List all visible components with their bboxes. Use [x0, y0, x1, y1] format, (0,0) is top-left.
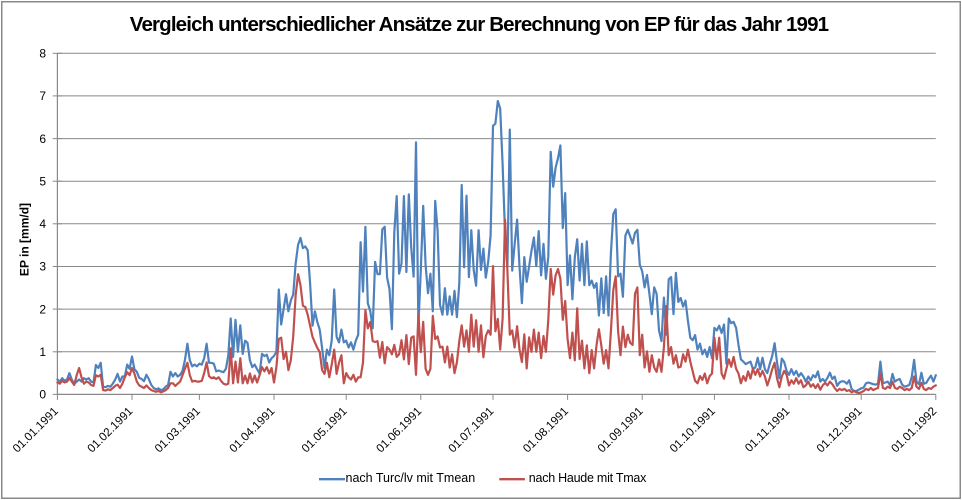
svg-text:5: 5: [39, 174, 46, 188]
svg-text:3: 3: [39, 260, 46, 274]
svg-text:8: 8: [39, 47, 46, 61]
svg-text:Vergleich unterschiedlicher An: Vergleich unterschiedlicher Ansätze zur …: [130, 13, 829, 36]
svg-text:4: 4: [39, 217, 46, 231]
svg-text:2: 2: [39, 302, 46, 316]
svg-text:EP in [mm/d]: EP in [mm/d]: [18, 203, 32, 276]
svg-text:nach Turc/lv mit Tmean: nach Turc/lv mit Tmean: [346, 471, 476, 485]
svg-text:1: 1: [39, 345, 46, 359]
svg-text:7: 7: [39, 89, 46, 103]
svg-text:0: 0: [39, 388, 46, 402]
svg-text:nach Haude mit Tmax: nach Haude mit Tmax: [529, 471, 647, 485]
svg-text:6: 6: [39, 132, 46, 146]
